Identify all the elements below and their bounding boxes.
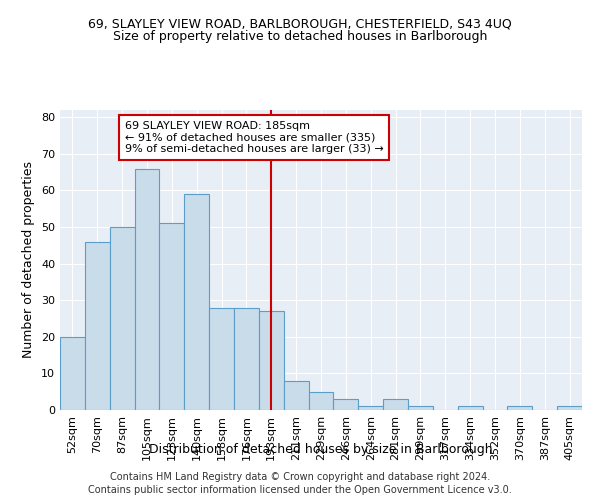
- Bar: [134, 168, 160, 410]
- Text: Contains public sector information licensed under the Open Government Licence v3: Contains public sector information licen…: [88, 485, 512, 495]
- Bar: [408, 406, 433, 410]
- Y-axis label: Number of detached properties: Number of detached properties: [22, 162, 35, 358]
- Text: 69, SLAYLEY VIEW ROAD, BARLBOROUGH, CHESTERFIELD, S43 4UQ: 69, SLAYLEY VIEW ROAD, BARLBOROUGH, CHES…: [88, 18, 512, 30]
- Text: Contains HM Land Registry data © Crown copyright and database right 2024.: Contains HM Land Registry data © Crown c…: [110, 472, 490, 482]
- Bar: [184, 194, 209, 410]
- Text: 69 SLAYLEY VIEW ROAD: 185sqm
← 91% of detached houses are smaller (335)
9% of se: 69 SLAYLEY VIEW ROAD: 185sqm ← 91% of de…: [125, 121, 383, 154]
- Bar: [234, 308, 259, 410]
- Bar: [85, 242, 110, 410]
- Bar: [557, 406, 582, 410]
- Bar: [60, 337, 85, 410]
- Text: Distribution of detached houses by size in Barlborough: Distribution of detached houses by size …: [149, 442, 493, 456]
- Bar: [160, 224, 184, 410]
- Bar: [358, 406, 383, 410]
- Bar: [284, 380, 308, 410]
- Bar: [334, 399, 358, 410]
- Bar: [209, 308, 234, 410]
- Bar: [458, 406, 482, 410]
- Bar: [259, 311, 284, 410]
- Bar: [110, 227, 134, 410]
- Bar: [308, 392, 334, 410]
- Bar: [383, 399, 408, 410]
- Bar: [508, 406, 532, 410]
- Text: Size of property relative to detached houses in Barlborough: Size of property relative to detached ho…: [113, 30, 487, 43]
